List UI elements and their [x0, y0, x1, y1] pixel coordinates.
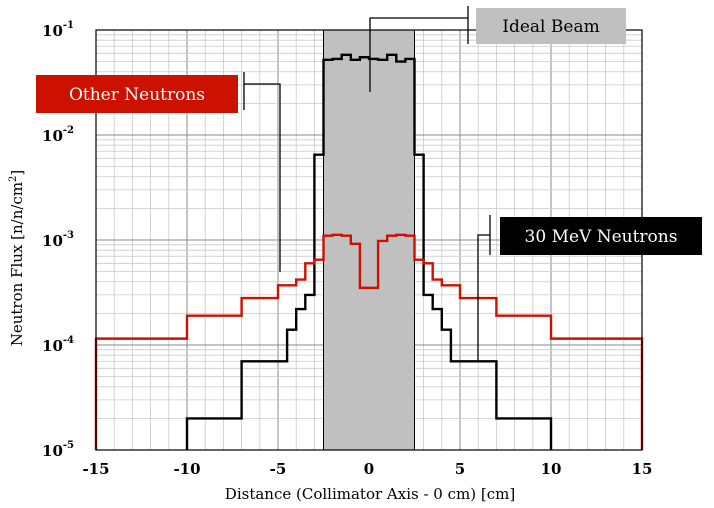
series-line-1: [94, 233, 644, 450]
y-tick-label: 10-4: [42, 335, 74, 355]
x-tick-label: 15: [632, 460, 653, 478]
y-axis-title-main: Neutron Flux [n/n/cm: [8, 182, 26, 346]
annotation-leaders: [243, 6, 491, 362]
annotation-label: Ideal Beam: [502, 17, 599, 37]
annotation-box: [36, 75, 238, 113]
x-tick-label: -10: [173, 460, 200, 478]
y-tick-labels: 10-1 10-2 10-3 10-4 10-5: [42, 20, 74, 460]
annotation-label: Other Neutrons: [69, 85, 205, 105]
annotation-box: [476, 8, 626, 44]
x-tick-label: 5: [455, 460, 465, 478]
y-axis-title-end: ]: [8, 170, 26, 176]
annotation-label: 30 MeV Neutrons: [525, 227, 678, 247]
y-tick-label: 10-2: [42, 125, 74, 145]
y-axis-title: Neutron Flux [n/n/cm2]: [8, 170, 26, 347]
y-tick-label: 10-3: [42, 230, 74, 250]
x-tick-label: 10: [541, 460, 562, 478]
x-axis-title: Distance (Collimator Axis - 0 cm) [cm]: [225, 485, 515, 503]
series-group: [94, 53, 644, 450]
series-line-0: [185, 53, 553, 450]
leader-line: [369, 17, 468, 92]
x-tick-label: -5: [270, 460, 287, 478]
annotation-box: [500, 217, 702, 255]
leader-line: [477, 234, 490, 362]
ideal-beam-area: [323, 29, 415, 451]
leader-line: [244, 83, 281, 272]
y-tick-label: 10-5: [42, 440, 74, 460]
y-axis-title-sup: 2: [8, 176, 19, 182]
y-tick-label: 10-1: [42, 20, 74, 40]
annotations: Ideal Beam Other Neutrons 30 MeV Neutrons: [36, 8, 702, 255]
x-tick-labels: -15 -10 -5 0 5 10 15: [82, 460, 652, 478]
x-tick-label: 0: [364, 460, 374, 478]
x-tick-label: -15: [82, 460, 109, 478]
